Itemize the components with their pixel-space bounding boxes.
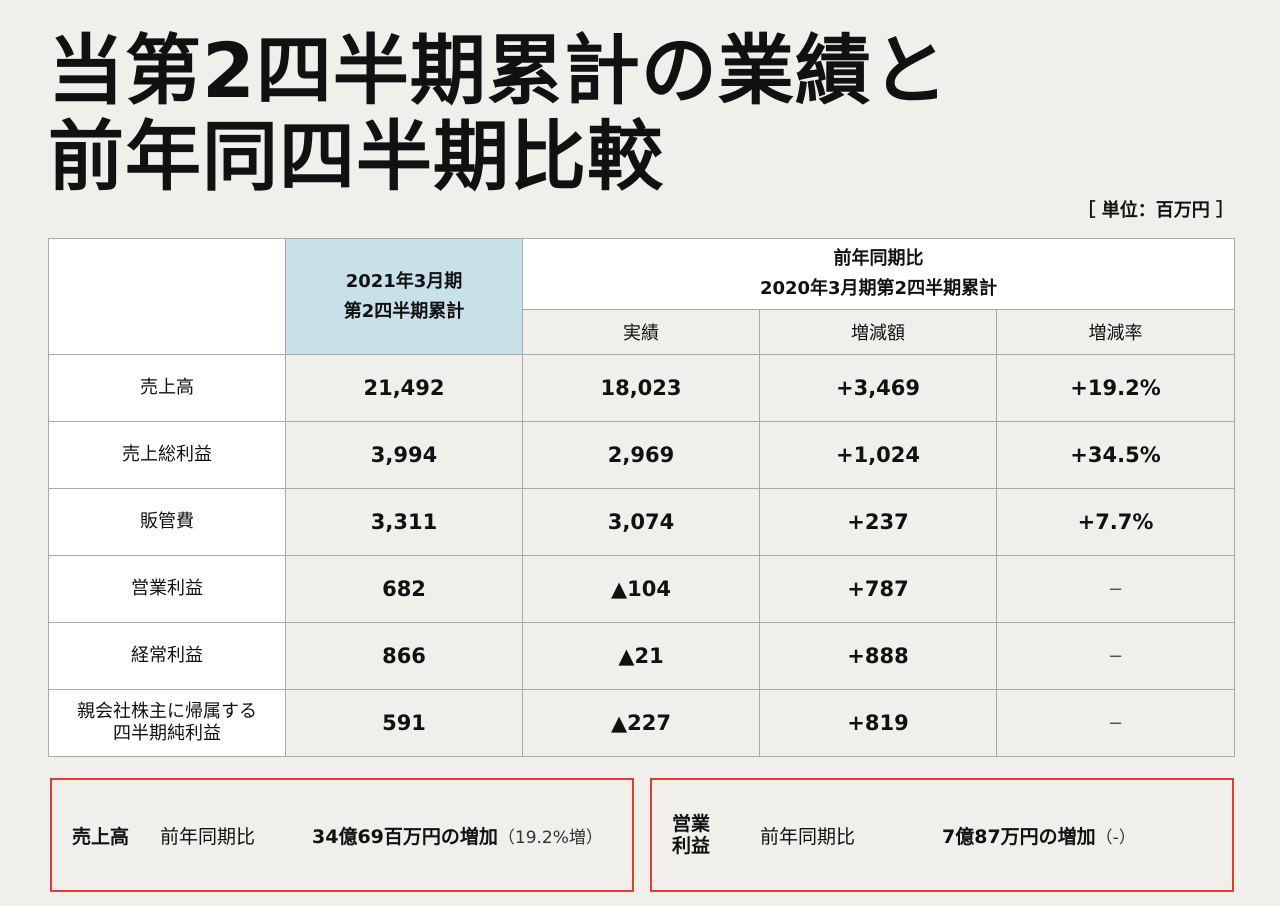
cell-prev: ▲104 <box>522 555 760 623</box>
header-previous-line-2: 2020年3月期第2四半期累計 <box>759 278 998 299</box>
operating-income-summary-box: 営業 利益 前年同期比 7億87万円の増加 （-） <box>650 778 1234 892</box>
operating-summary-label: 営業 利益 <box>672 813 760 857</box>
unit-label: ［ 単位：百万円 ］ <box>1077 200 1234 221</box>
cell-diff: +787 <box>759 555 997 623</box>
cell-diff: +3,469 <box>759 354 997 422</box>
cell-rate: +7.7% <box>995 488 1236 556</box>
header-previous-period: 前年同期比 2020年3月期第2四半期累計 <box>521 238 1236 310</box>
header-current-period: 2021年3月期 第2四半期累計 <box>285 238 523 355</box>
subheader-change-rate: 増減率 <box>995 309 1236 355</box>
sales-summary-value: 34億69百万円の増加 <box>312 825 498 848</box>
row-label: 売上高 <box>48 354 286 422</box>
cell-prev: 3,074 <box>522 488 760 556</box>
cell-diff: +237 <box>759 488 997 556</box>
sales-summary-label: 売上高 <box>72 825 130 848</box>
operating-summary-compare: 前年同期比 <box>760 825 856 848</box>
cell-prev: 18,023 <box>522 354 760 422</box>
cell-rate: +19.2% <box>995 354 1236 422</box>
operating-summary-label-line-1: 営業 <box>672 813 711 835</box>
performance-table: 2021年3月期 第2四半期累計 前年同期比 2020年3月期第2四半期累計 実… <box>48 238 1236 757</box>
row-label: 親会社株主に帰属する 四半期純利益 <box>48 689 286 757</box>
table-row: 経常利益 866 ▲21 +888 − <box>48 622 1236 690</box>
cell-rate: +34.5% <box>995 421 1236 489</box>
header-corner-cell <box>48 238 286 355</box>
cell-current: 591 <box>285 689 523 757</box>
sales-summary-compare: 前年同期比 <box>160 825 256 848</box>
header-current-line-1: 2021年3月期 <box>345 270 463 292</box>
row-label-line-2: 四半期純利益 <box>113 723 221 744</box>
header-current-line-2: 第2四半期累計 <box>343 300 465 322</box>
table-row: 販管費 3,311 3,074 +237 +7.7% <box>48 488 1236 556</box>
row-label-line-1: 親会社株主に帰属する <box>77 701 257 722</box>
cell-current: 866 <box>285 622 523 690</box>
cell-current: 3,994 <box>285 421 523 489</box>
cell-diff: +888 <box>759 622 997 690</box>
operating-summary-note: （-） <box>1095 827 1136 848</box>
row-label: 売上総利益 <box>48 421 286 489</box>
cell-prev: ▲21 <box>522 622 760 690</box>
cell-current: 3,311 <box>285 488 523 556</box>
cell-diff: +819 <box>759 689 997 757</box>
row-label: 販管費 <box>48 488 286 556</box>
cell-current: 21,492 <box>285 354 523 422</box>
sales-summary-box: 売上高 前年同期比 34億69百万円の増加 （19.2%増） <box>50 778 634 892</box>
operating-summary-label-line-2: 利益 <box>672 835 711 857</box>
table-row: 親会社株主に帰属する 四半期純利益 591 ▲227 +819 − <box>48 689 1236 757</box>
cell-rate: − <box>995 555 1236 623</box>
page-title-line-1: 当第2四半期累計の業績と <box>48 26 949 115</box>
subheader-change-amount: 増減額 <box>759 309 997 355</box>
page-title: 当第2四半期累計の業績と 前年同四半期比較 <box>48 28 949 200</box>
cell-diff: +1,024 <box>759 421 997 489</box>
table-row: 売上高 21,492 18,023 +3,469 +19.2% <box>48 354 1236 422</box>
cell-prev: ▲227 <box>522 689 760 757</box>
page-title-line-2: 前年同四半期比較 <box>48 112 664 201</box>
cell-prev: 2,969 <box>522 421 760 489</box>
cell-rate: − <box>995 622 1236 690</box>
table-row: 売上総利益 3,994 2,969 +1,024 +34.5% <box>48 421 1236 489</box>
cell-rate: − <box>995 689 1236 757</box>
sales-summary-note: （19.2%増） <box>497 827 603 848</box>
row-label: 経常利益 <box>48 622 286 690</box>
operating-summary-value: 7億87万円の増加 <box>942 825 1096 848</box>
table-row: 営業利益 682 ▲104 +787 − <box>48 555 1236 623</box>
cell-current: 682 <box>285 555 523 623</box>
row-label: 営業利益 <box>48 555 286 623</box>
subheader-actual: 実績 <box>522 309 760 355</box>
header-previous-line-1: 前年同期比 <box>833 248 924 269</box>
